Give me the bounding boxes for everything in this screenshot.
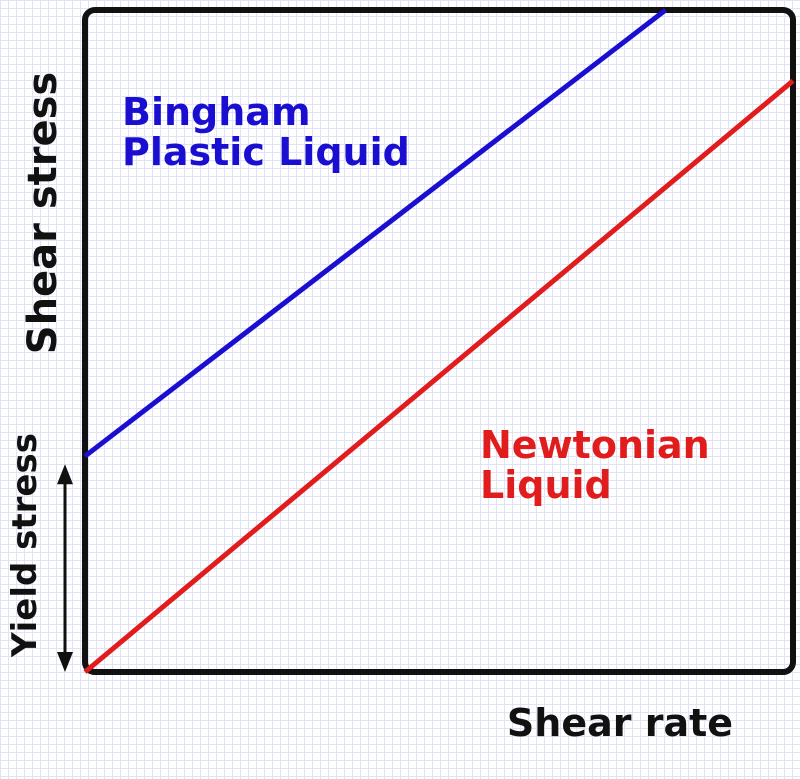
arrow-up-icon — [57, 464, 73, 485]
series-label-line: Newtonian — [480, 423, 710, 467]
arrow-down-icon — [57, 652, 73, 672]
x-axis-label: Shear rate — [507, 701, 733, 745]
series-label-line: Bingham — [122, 90, 311, 134]
series-label-line: Liquid — [480, 463, 612, 507]
newtonian-line — [83, 78, 795, 674]
series-label-line: Plastic Liquid — [122, 130, 410, 174]
newtonian-label: Newtonian Liquid — [480, 423, 710, 507]
bingham-plastic-line — [83, 8, 668, 459]
bingham-plastic-label: Bingham Plastic Liquid — [122, 90, 410, 174]
yield-stress-label: Yield stress — [5, 433, 45, 658]
y-axis-label: Shear stress — [20, 72, 66, 354]
plot-frame — [82, 7, 796, 675]
